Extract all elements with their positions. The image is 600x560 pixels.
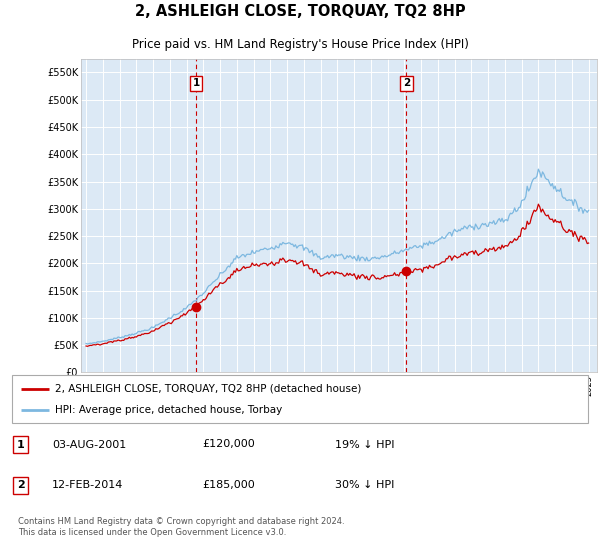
FancyBboxPatch shape — [12, 375, 588, 423]
Text: 12-FEB-2014: 12-FEB-2014 — [52, 480, 124, 491]
Text: HPI: Average price, detached house, Torbay: HPI: Average price, detached house, Torb… — [55, 405, 283, 416]
Text: 1: 1 — [193, 78, 200, 88]
Text: £185,000: £185,000 — [202, 480, 255, 491]
Text: £120,000: £120,000 — [202, 440, 255, 450]
Text: 2: 2 — [17, 480, 25, 491]
Text: Contains HM Land Registry data © Crown copyright and database right 2024.
This d: Contains HM Land Registry data © Crown c… — [18, 517, 344, 536]
Text: 19% ↓ HPI: 19% ↓ HPI — [335, 440, 394, 450]
Text: 1: 1 — [17, 440, 25, 450]
Text: 2, ASHLEIGH CLOSE, TORQUAY, TQ2 8HP: 2, ASHLEIGH CLOSE, TORQUAY, TQ2 8HP — [134, 4, 466, 19]
Text: Price paid vs. HM Land Registry's House Price Index (HPI): Price paid vs. HM Land Registry's House … — [131, 38, 469, 50]
Text: 03-AUG-2001: 03-AUG-2001 — [52, 440, 127, 450]
Text: 2: 2 — [403, 78, 410, 88]
Text: 2, ASHLEIGH CLOSE, TORQUAY, TQ2 8HP (detached house): 2, ASHLEIGH CLOSE, TORQUAY, TQ2 8HP (det… — [55, 384, 362, 394]
Text: 30% ↓ HPI: 30% ↓ HPI — [335, 480, 394, 491]
